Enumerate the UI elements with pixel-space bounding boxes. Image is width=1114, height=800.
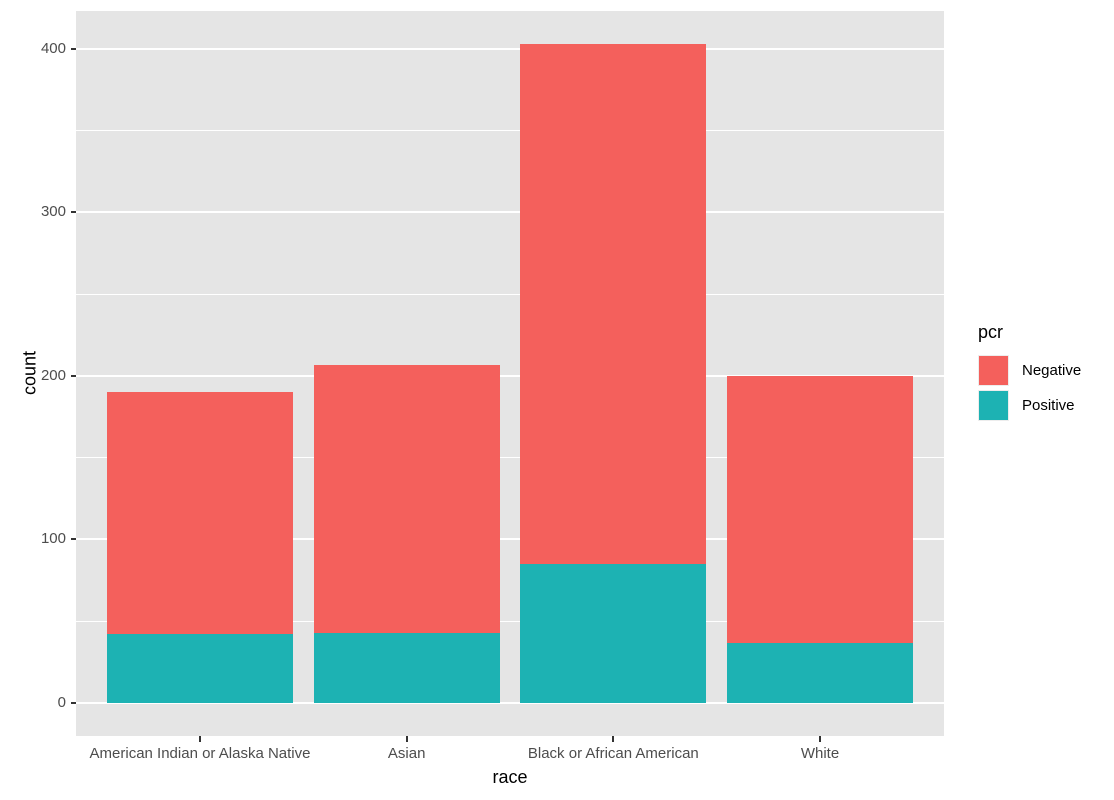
x-tick-label-3: Black or African American (527, 745, 699, 762)
x-tick-mark-2 (405, 736, 408, 742)
legend-label-negative: Negative (1022, 362, 1082, 379)
x-tick-mark-4 (819, 736, 821, 742)
legend-swatch-positive (978, 390, 1009, 421)
x-axis-title: race (492, 767, 528, 787)
y-tick-mark-300 (71, 211, 76, 214)
legend-entry-negative: Negative (978, 355, 1081, 386)
legend-title: pcr (978, 322, 1004, 342)
y-tick-mark-100 (71, 538, 76, 541)
major-gridline-100 (76, 538, 944, 541)
bar-segment-positive-4 (727, 642, 913, 704)
y-tick-label-400: 400 (40, 39, 66, 57)
x-tick-label-2: Asian (387, 745, 426, 762)
bar-segment-positive-2 (313, 632, 500, 704)
major-gridline-300 (76, 211, 944, 214)
bar-segment-positive-3 (520, 564, 707, 704)
minor-gridline-150 (76, 457, 944, 459)
x-tick-mark-3 (612, 736, 615, 742)
y-tick-label-0: 0 (57, 694, 66, 712)
x-tick-label-1: American Indian or Alaska Native (89, 745, 311, 762)
y-tick-mark-0 (71, 702, 76, 705)
x-tick-label-4: White (800, 745, 840, 762)
bar-segment-negative-2 (313, 364, 500, 633)
y-tick-label-100: 100 (40, 530, 66, 548)
bar-segment-positive-1 (107, 634, 293, 704)
x-tick-mark-1 (199, 736, 201, 742)
minor-gridline-350 (76, 130, 944, 132)
y-tick-mark-400 (71, 47, 76, 50)
bar-segment-negative-1 (107, 392, 293, 635)
y-tick-label-200: 200 (40, 366, 66, 384)
legend-label-positive: Positive (1022, 397, 1075, 414)
major-gridline-0 (76, 702, 944, 705)
legend: pcr Negative Positive (978, 322, 1081, 425)
legend-swatch-negative (978, 355, 1009, 386)
plot-panel (76, 11, 944, 736)
major-gridline-400 (76, 47, 944, 50)
minor-gridline-250 (76, 293, 944, 295)
legend-entries: Negative Positive (978, 355, 1081, 421)
major-gridline-200 (76, 374, 944, 377)
y-tick-mark-200 (71, 374, 76, 377)
bar-segment-negative-3 (520, 43, 707, 565)
minor-gridline-50 (76, 620, 944, 622)
y-tick-label-300: 300 (40, 203, 66, 221)
bar-segment-negative-4 (727, 375, 913, 643)
legend-entry-positive: Positive (978, 390, 1081, 421)
y-axis-title: count (19, 350, 40, 396)
